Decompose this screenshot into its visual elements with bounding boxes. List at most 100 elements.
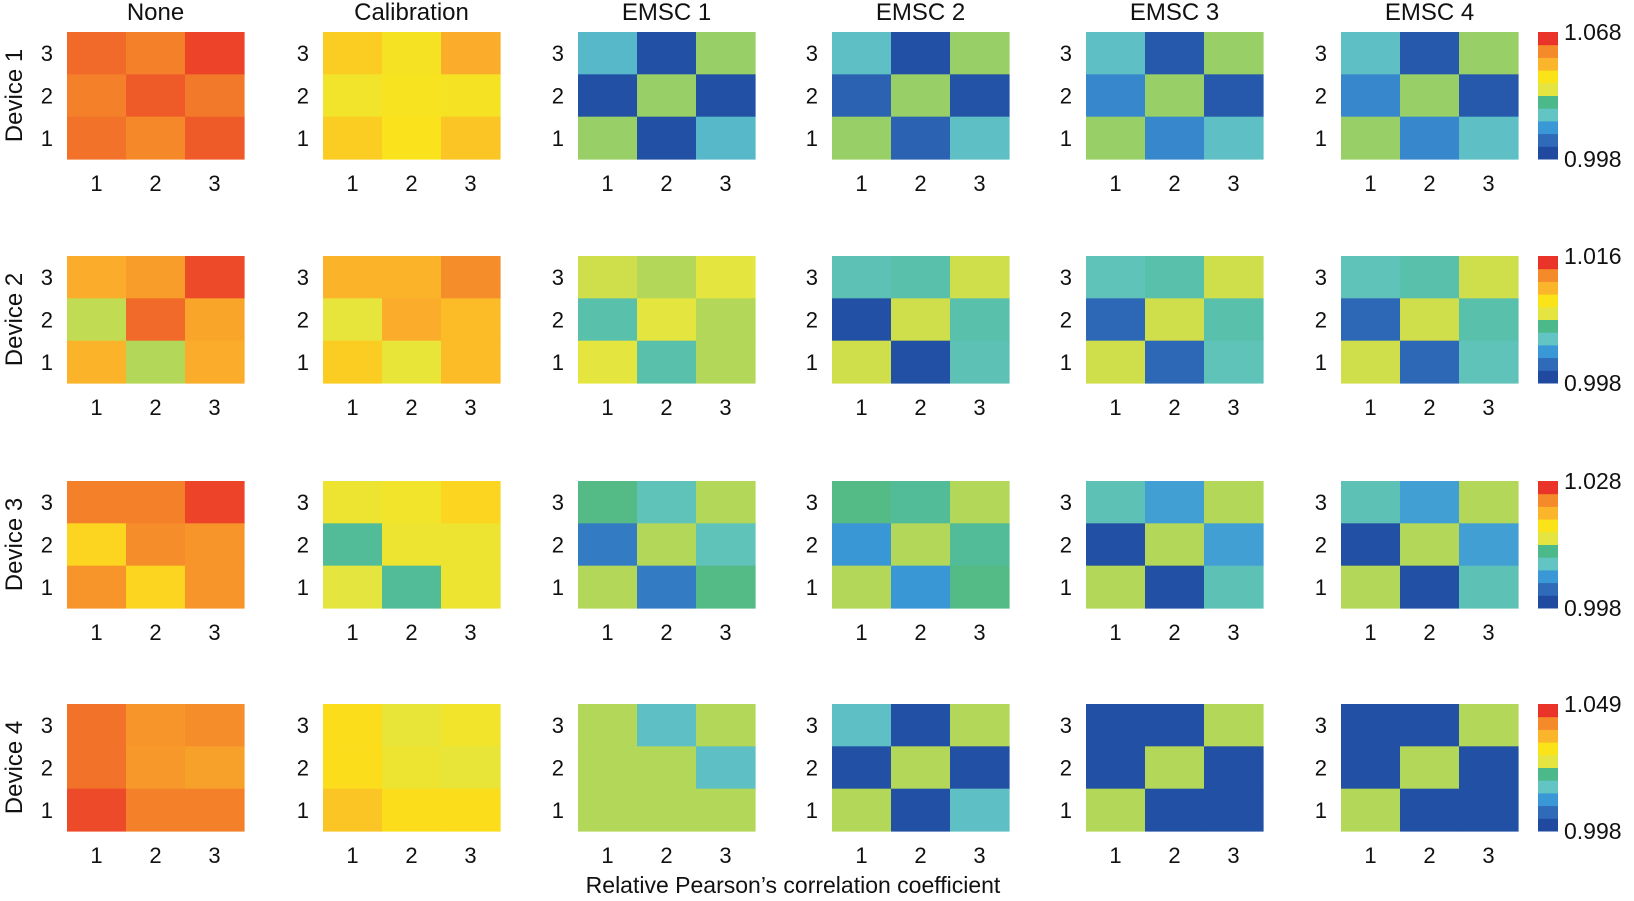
y-tick-label: 3 xyxy=(1315,41,1327,66)
heatmap-cell xyxy=(696,256,756,299)
x-tick-label: 1 xyxy=(1109,843,1121,868)
heatmap-cell xyxy=(441,704,501,747)
heatmap-cell xyxy=(950,746,1010,790)
x-tick-label: 3 xyxy=(1482,843,1494,868)
row-titles: Device 1 Device 2 Device 3 Device 4 xyxy=(1,49,28,814)
y-tick-label: 2 xyxy=(552,308,564,333)
y-tick-label: 3 xyxy=(1315,490,1327,515)
heatmap-cell xyxy=(1400,788,1460,832)
heatmap-cell xyxy=(578,746,638,790)
heatmap-cell xyxy=(1341,32,1401,75)
y-tick-label: 3 xyxy=(806,713,818,738)
colorbar-segment xyxy=(1538,57,1558,71)
y-tick-label: 3 xyxy=(297,265,309,290)
y-tick-label: 2 xyxy=(1315,308,1327,333)
row-title: Device 4 xyxy=(1,721,28,814)
heatmap-cell xyxy=(382,32,442,75)
heatmap-cell xyxy=(185,256,245,299)
heatmap-cell xyxy=(67,340,127,384)
heatmap-cell xyxy=(832,481,892,524)
heatmap-cell xyxy=(637,298,697,342)
heatmap-cell xyxy=(696,788,756,832)
y-tick-label: 1 xyxy=(552,798,564,823)
heatmap-cell xyxy=(1459,74,1519,118)
colorbar-segment xyxy=(1538,716,1558,730)
x-tick-label: 2 xyxy=(1168,171,1180,196)
heatmap-cell xyxy=(67,74,127,118)
colorbar-segment xyxy=(1538,108,1558,122)
heatmap-cell xyxy=(1145,788,1205,832)
heatmap-cell xyxy=(1341,704,1401,747)
colorbar-segment xyxy=(1538,256,1558,270)
x-tick-label: 1 xyxy=(90,171,102,196)
y-tick-label: 2 xyxy=(1060,533,1072,558)
colorbars: 1.068 0.998 1.016 0.998 1.028 0.998 1.049 0.998 xyxy=(1538,19,1622,844)
colorbar-segment xyxy=(1538,357,1558,371)
y-tick-label: 3 xyxy=(1315,713,1327,738)
heatmap-cell xyxy=(832,298,892,342)
y-tick-label: 3 xyxy=(297,41,309,66)
heatmap-cell xyxy=(185,298,245,342)
heatmap-cell xyxy=(1086,116,1146,160)
y-tick-label: 1 xyxy=(552,126,564,151)
x-tick-label: 2 xyxy=(405,395,417,420)
heatmap-cell xyxy=(126,523,186,567)
x-tick-label: 1 xyxy=(1109,395,1121,420)
x-tick-label: 2 xyxy=(149,843,161,868)
heatmap-panels: 1 2 3 3 2 1 1 2 3 3 2 1 1 2 3 3 2 1 1 2 3 3 2 1 1 2 3 3 2 1 1 2 3 3 2 1 1 2 3 3… xyxy=(41,32,1519,868)
x-tick-label: 3 xyxy=(1482,395,1494,420)
row-title: Device 2 xyxy=(1,273,28,366)
y-tick-label: 2 xyxy=(806,756,818,781)
heatmap-cell xyxy=(1341,788,1401,832)
colorbar-segment xyxy=(1538,767,1558,781)
heatmap-cell xyxy=(323,704,383,747)
x-tick-label: 2 xyxy=(660,171,672,196)
heatmap-panel: 1 2 3 3 2 1 xyxy=(297,481,501,645)
heatmap-cell xyxy=(126,32,186,75)
heatmap-cell xyxy=(382,788,442,832)
heatmap-cell xyxy=(1204,704,1264,747)
heatmap-cell xyxy=(1204,256,1264,299)
heatmap-panel: 1 2 3 3 2 1 xyxy=(806,481,1010,645)
y-tick-label: 3 xyxy=(297,490,309,515)
heatmap-cell xyxy=(1204,32,1264,75)
heatmap-cell xyxy=(67,523,127,567)
heatmap-cell xyxy=(382,523,442,567)
x-tick-label: 1 xyxy=(90,395,102,420)
colorbar-min-label: 0.998 xyxy=(1564,370,1622,396)
y-tick-label: 1 xyxy=(297,126,309,151)
heatmap-cell xyxy=(832,565,892,609)
heatmap-panel: 1 2 3 3 2 1 xyxy=(806,256,1010,420)
heatmap-cell xyxy=(441,523,501,567)
x-tick-label: 2 xyxy=(149,171,161,196)
heatmap-cell xyxy=(891,340,951,384)
y-tick-label: 1 xyxy=(1060,126,1072,151)
heatmap-cell xyxy=(1459,340,1519,384)
heatmap-cell xyxy=(1341,298,1401,342)
colorbar-segment xyxy=(1538,805,1558,819)
y-tick-label: 1 xyxy=(806,126,818,151)
heatmap-cell xyxy=(1459,523,1519,567)
heatmap-cell xyxy=(1400,340,1460,384)
x-tick-label: 1 xyxy=(346,620,358,645)
y-tick-label: 2 xyxy=(552,84,564,109)
y-tick-label: 2 xyxy=(1060,308,1072,333)
heatmap-panel: 1 2 3 3 2 1 xyxy=(1315,32,1519,196)
column-title: EMSC 3 xyxy=(1130,0,1219,26)
x-tick-label: 2 xyxy=(914,843,926,868)
heatmap-cell xyxy=(185,74,245,118)
colorbar-min-label: 0.998 xyxy=(1564,146,1622,172)
heatmap-cell xyxy=(1341,116,1401,160)
colorbar-max-label: 1.068 xyxy=(1564,19,1622,45)
y-tick-label: 3 xyxy=(41,41,53,66)
heatmap-cell xyxy=(832,746,892,790)
heatmap-cell xyxy=(578,298,638,342)
x-tick-label: 1 xyxy=(855,843,867,868)
x-axis-label: Relative Pearson’s correlation coefficie… xyxy=(586,872,1001,898)
y-tick-label: 2 xyxy=(806,533,818,558)
heatmap-cell xyxy=(1459,704,1519,747)
column-title: Calibration xyxy=(354,0,469,26)
colorbar-max-label: 1.016 xyxy=(1564,243,1622,269)
heatmap-cell xyxy=(323,523,383,567)
heatmap-cell xyxy=(832,74,892,118)
